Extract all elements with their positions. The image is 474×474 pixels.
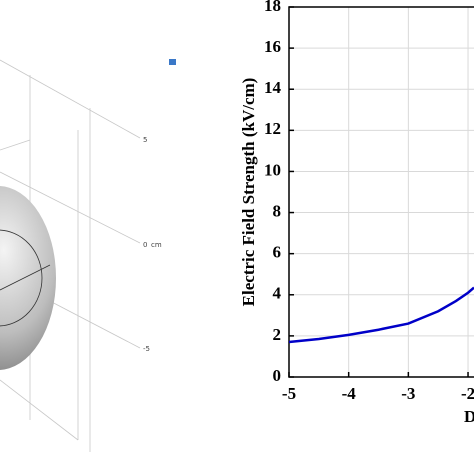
render-label: cm: [151, 241, 162, 249]
x-tick-label: -2: [461, 384, 474, 403]
view-icon: [169, 59, 176, 65]
data-line: [288, 286, 474, 344]
sphere-edge: [0, 264, 51, 291]
y-tick-label: 10: [264, 160, 281, 179]
y-tick-label: 0: [273, 366, 282, 385]
y-tick-label: 14: [264, 78, 282, 97]
y-tick-label: 16: [264, 37, 281, 56]
render-label: -5: [143, 345, 150, 353]
render-label: 5: [143, 136, 147, 144]
render-label: 0: [143, 241, 147, 249]
y-tick-label: 8: [273, 201, 282, 220]
sphere: [0, 186, 56, 370]
axis-frame: [288, 6, 474, 378]
y-tick-label: 6: [273, 243, 282, 262]
sphere-outline: [0, 229, 43, 327]
y-tick-label: 18: [264, 0, 281, 15]
y-tick-label: 12: [264, 119, 281, 138]
y-tick-label: 4: [273, 284, 282, 303]
y-axis-label: Electric Field Strength (kV/cm): [239, 78, 258, 307]
x-tick-label: -4: [342, 384, 357, 403]
x-tick-label: -5: [282, 384, 296, 403]
y-tick-label: 2: [273, 325, 282, 344]
x-tick-label: -3: [401, 384, 415, 403]
x-axis-label: D: [464, 407, 474, 426]
